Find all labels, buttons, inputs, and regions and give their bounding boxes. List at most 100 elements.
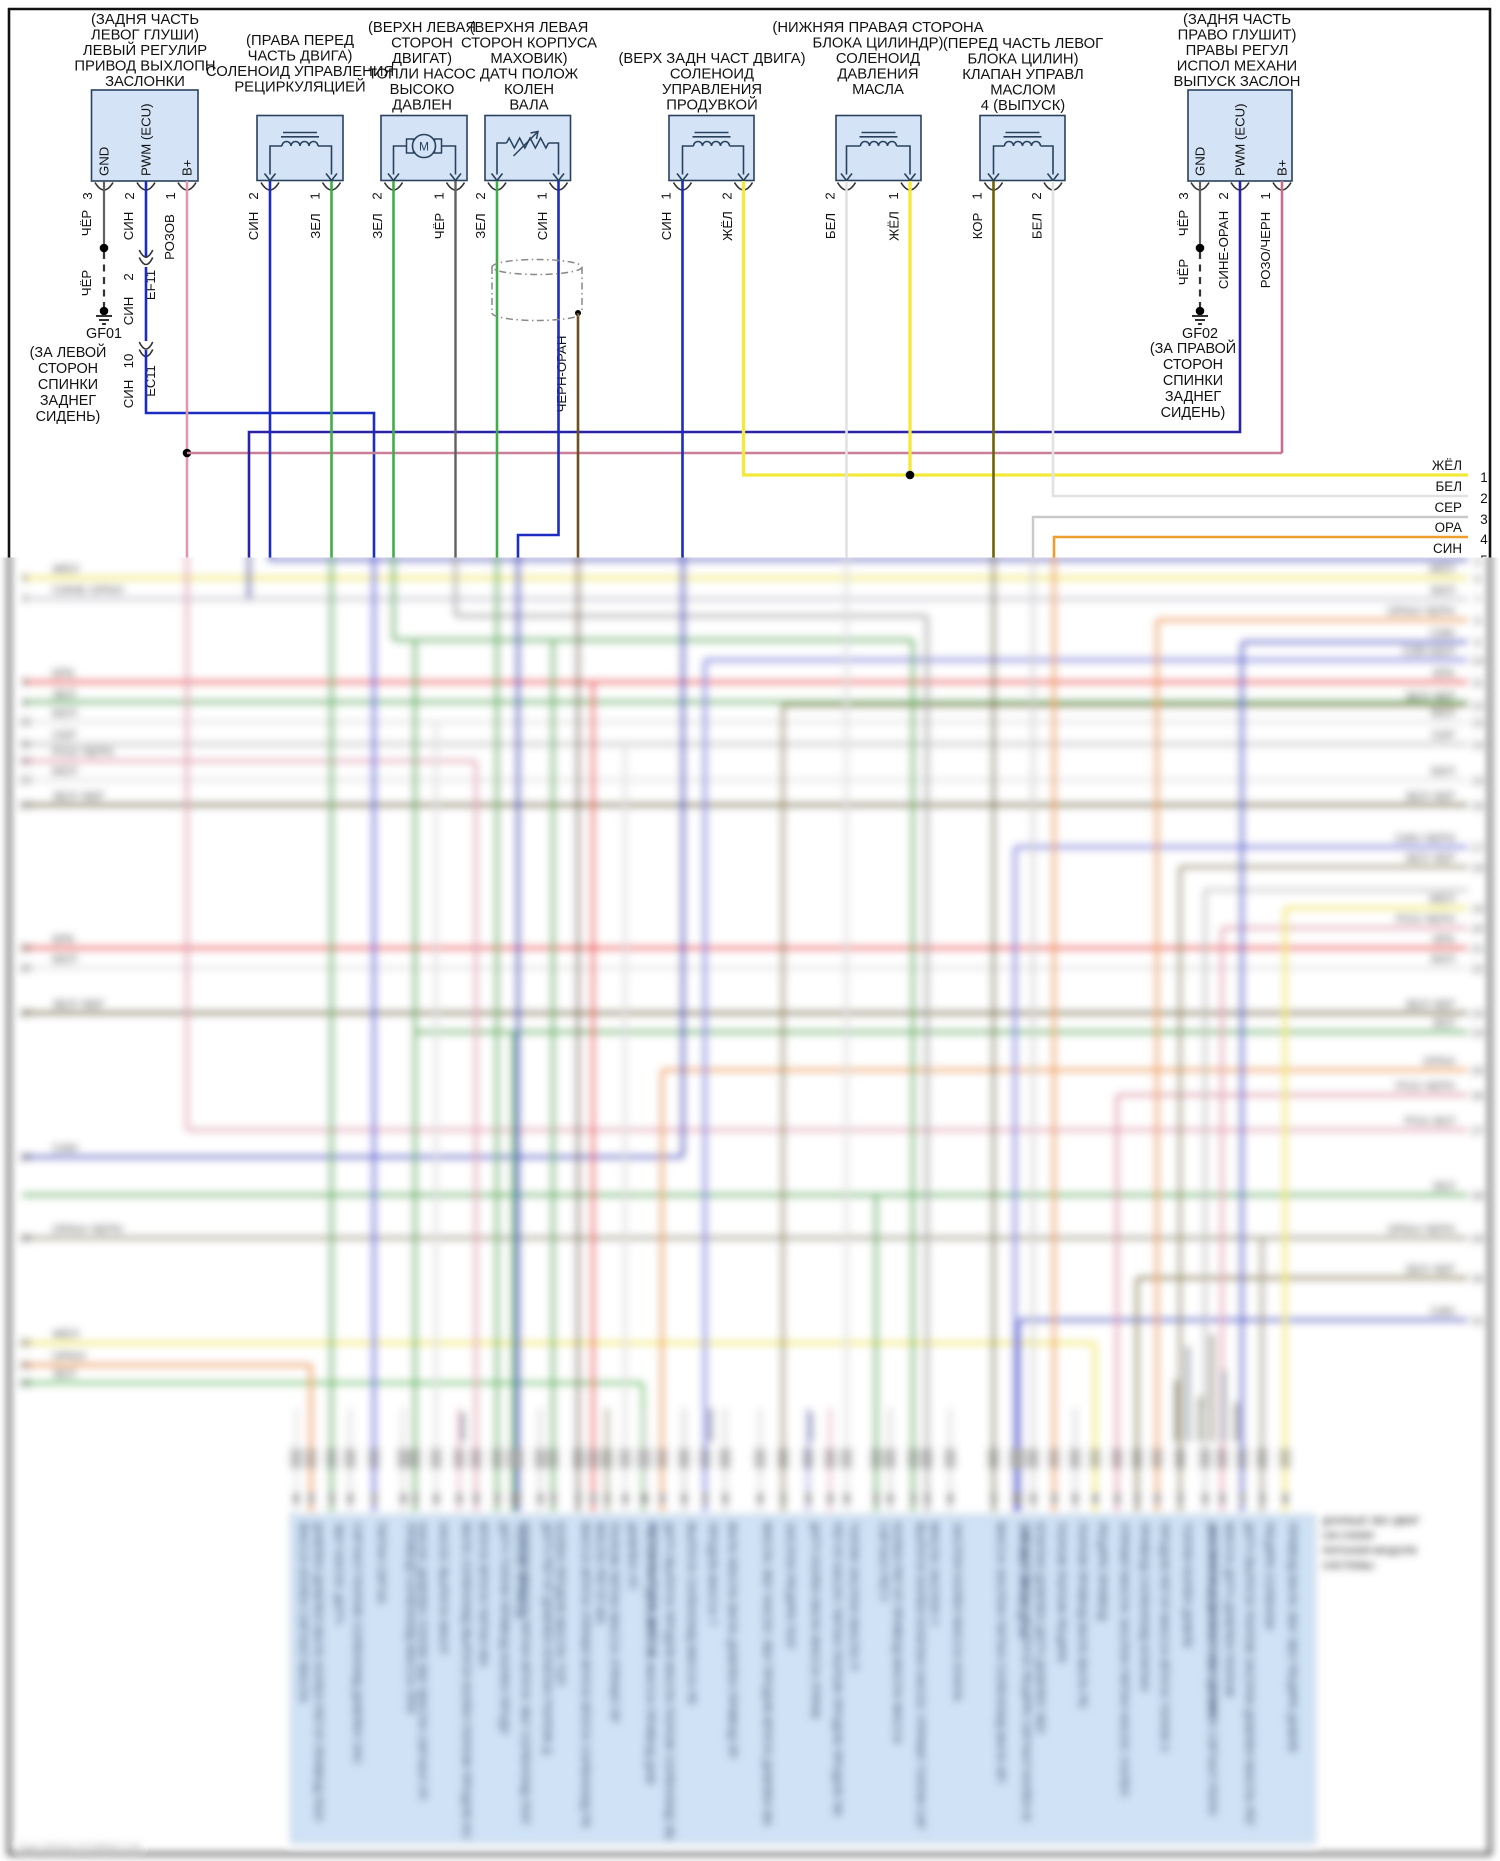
svg-text:МАСЛА ЭБУ НАСОС ЭБУ ПРОДУВ ВПУ: МАСЛА ЭБУ НАСОС ЭБУ ПРОДУВ ВПУСК ДАВЛЕН … bbox=[761, 1522, 773, 1827]
svg-text:ЭБУ ПРИВОД ДАВЛЕН ЭБУ ДАВЛЕН С: ЭБУ ПРИВОД ДАВЛЕН ЭБУ ДАВЛЕН СИГНАЛ ПОЛО bbox=[1206, 1522, 1218, 1816]
svg-text:ОРАН-ЧЕРН: ОРАН-ЧЕРН bbox=[1387, 606, 1455, 618]
svg-text:7: 7 bbox=[1475, 595, 1481, 607]
svg-text:МАСЛА ЗАСЛОН У: МАСЛА ЗАСЛОН У bbox=[928, 1522, 940, 1627]
svg-text:БЕЛ: БЕЛ bbox=[1431, 954, 1455, 966]
svg-text:16: 16 bbox=[19, 963, 32, 975]
svg-text:20: 20 bbox=[1472, 924, 1485, 936]
svg-text:СИДЕНЬ): СИДЕНЬ) bbox=[1161, 405, 1226, 421]
svg-text:1: 1 bbox=[1258, 192, 1273, 199]
svg-text:22: 22 bbox=[19, 1378, 32, 1390]
svg-text:МАССА КОЛЕН СИГНАЛ МАСЛА: МАССА КОЛЕН СИГНАЛ МАСЛА bbox=[297, 1522, 309, 1703]
svg-text:18: 18 bbox=[19, 1152, 32, 1164]
svg-text:ЗЕЛ-ЧЕР: ЗЕЛ-ЧЕР bbox=[1405, 1264, 1456, 1276]
svg-text:10: 10 bbox=[19, 717, 32, 729]
svg-text:ЗАСЛОН РЕЦИРК ПОЛ: ЗАСЛОН РЕЦИРК ПОЛ bbox=[784, 1522, 796, 1649]
svg-text:23: 23 bbox=[1472, 1009, 1485, 1021]
svg-text:РЕЦИРКУЛЯЦИЕЙ: РЕЦИРКУЛЯЦИЕЙ bbox=[234, 78, 365, 96]
svg-text:8: 8 bbox=[22, 677, 29, 689]
svg-text:ИСПОЛ МЕХАНИ: ИСПОЛ МЕХАНИ bbox=[1177, 59, 1297, 75]
svg-text:КЛАПАН ДАВЛЕН ДАТЧ ДАВЛЕН ЭБУ: КЛАПАН ДАВЛЕН ДАТЧ ДАВЛЕН ЭБУ bbox=[1034, 1522, 1046, 1735]
svg-text:ПРИВОД ВАЛА ЭБУ ЭБУ РЕЦИРК ДАВ: ПРИВОД ВАЛА ЭБУ ЭБУ РЕЦИРК ДАВЛЕ bbox=[1286, 1522, 1298, 1754]
svg-text:СИН-БЕЛ: СИН-БЕЛ bbox=[1402, 646, 1455, 658]
svg-text:(ЗА ЛЕВОЙ: (ЗА ЛЕВОЙ bbox=[30, 343, 107, 361]
svg-text:19: 19 bbox=[19, 1233, 32, 1245]
svg-text:11: 11 bbox=[19, 739, 32, 751]
svg-text:ДАВЛЕН ПОЛОЖ ВЫПУСК СИГНАЛ: ДАВЛЕН ПОЛОЖ ВЫПУСК СИГНАЛ bbox=[1206, 1522, 1218, 1723]
svg-text:ПРОДУВ РЕГУЛ МАССА ВПУСК ТОПЛИ: ПРОДУВ РЕГУЛ МАССА ВПУСК ТОПЛИ З bbox=[1158, 1522, 1170, 1752]
svg-text:10: 10 bbox=[1472, 656, 1485, 668]
svg-text:СИН: СИН bbox=[246, 212, 261, 241]
svg-text:26: 26 bbox=[1472, 1091, 1485, 1103]
svg-text:СИН: СИН bbox=[121, 380, 136, 409]
svg-text:19: 19 bbox=[1472, 904, 1485, 916]
svg-text:ЖЁЛ: ЖЁЛ bbox=[1432, 458, 1462, 473]
svg-text:МАСЛОМ: МАСЛОМ bbox=[990, 83, 1056, 99]
svg-text:ЗЕЛ-ЧЕР: ЗЕЛ-ЧЕР bbox=[1405, 791, 1456, 803]
svg-text:ЧЁР: ЧЁР bbox=[79, 270, 94, 297]
svg-text:10: 10 bbox=[121, 354, 136, 369]
svg-text:ЗЕЛ: ЗЕЛ bbox=[52, 687, 76, 701]
svg-text:(ПРАВА ПЕРЕД: (ПРАВА ПЕРЕД bbox=[246, 33, 354, 49]
svg-text:СИНЕ-ОРАН: СИНЕ-ОРАН bbox=[52, 583, 124, 597]
svg-text:СИСТЕМЫ: СИСТЕМЫ bbox=[1322, 1561, 1374, 1572]
svg-text:СИН: СИН bbox=[121, 212, 136, 241]
svg-text:GF01: GF01 bbox=[86, 326, 122, 342]
svg-text:3: 3 bbox=[1176, 192, 1191, 199]
svg-text:ЗЕЛ-ЧЕР: ЗЕЛ-ЧЕР bbox=[1405, 853, 1456, 865]
svg-text:СПИНКИ: СПИНКИ bbox=[1163, 373, 1223, 389]
svg-text:ВЫСОКО: ВЫСОКО bbox=[390, 82, 455, 98]
svg-text:2: 2 bbox=[246, 192, 261, 199]
svg-text:СТОРОН: СТОРОН bbox=[1163, 357, 1223, 373]
svg-text:(ЗАДНЯ ЧАСТЬ: (ЗАДНЯ ЧАСТЬ bbox=[91, 12, 199, 28]
svg-text:12: 12 bbox=[19, 756, 32, 768]
svg-text:КОЛЕН РЕГУЛ ПРИВОД МАСЛА МАССА: КОЛЕН РЕГУЛ ПРИВОД МАСЛА МАССА bbox=[891, 1522, 903, 1745]
svg-text:ЗЕЛ-ЧЕР: ЗЕЛ-ЧЕР bbox=[1405, 999, 1456, 1011]
svg-text:МАССА ВПУСК УПРАВЛ ВПУСК ВПУСК: МАССА ВПУСК УПРАВЛ ВПУСК ВПУСК СОЛЕНОИД … bbox=[579, 1522, 591, 1829]
svg-text:РЕЦИРК ПРИВОД: РЕЦИРК ПРИВОД bbox=[1096, 1522, 1108, 1621]
svg-text:БЛОКА ЦИЛИНДР): БЛОКА ЦИЛИНДР) bbox=[813, 36, 944, 52]
svg-text:ЗЕЛ: ЗЕЛ bbox=[1432, 1018, 1455, 1030]
svg-text:СЕР: СЕР bbox=[52, 728, 77, 742]
svg-text:БЕЛ: БЕЛ bbox=[1431, 766, 1455, 778]
svg-text:9: 9 bbox=[1475, 638, 1481, 650]
svg-text:B+: B+ bbox=[180, 159, 195, 176]
svg-text:СПИНКИ: СПИНКИ bbox=[38, 377, 98, 393]
svg-text:15: 15 bbox=[1472, 776, 1485, 788]
svg-text:ДАТЧ ПОЛОЖ: ДАТЧ ПОЛОЖ bbox=[480, 67, 579, 83]
svg-text:ЛЕВОГ ГЛУШИ): ЛЕВОГ ГЛУШИ) bbox=[91, 28, 199, 44]
svg-text:РОЗ-ЗЕЛ: РОЗ-ЗЕЛ bbox=[1405, 1116, 1455, 1128]
svg-text:СОЛЕНОИД УПРАВЛЕНИЯ: СОЛЕНОИД УПРАВЛЕНИЯ bbox=[206, 64, 394, 80]
svg-text:НАСОС ВЫПУСК МАСЛ: НАСОС ВЫПУСК МАСЛ bbox=[437, 1522, 449, 1654]
svg-text:ЖЁЛ: ЖЁЛ bbox=[1428, 893, 1455, 906]
svg-text:ЗЕЛ-ЧЕР: ЗЕЛ-ЧЕР bbox=[52, 997, 104, 1011]
svg-text:ВАЛА СОЛЕНОИД ВЫПУСК КОЛЕН ПОЛ: ВАЛА СОЛЕНОИД ВЫПУСК КОЛЕН ПОЛОЖ ПРОДУВ … bbox=[460, 1522, 472, 1838]
svg-text:ЗЕЛ: ЗЕЛ bbox=[1432, 1181, 1455, 1193]
svg-text:6: 6 bbox=[1475, 574, 1481, 586]
svg-text:СТОРОН: СТОРОН bbox=[391, 36, 453, 52]
svg-text:1: 1 bbox=[308, 192, 323, 199]
svg-text:ОРАН-ЧЕРН: ОРАН-ЧЕРН bbox=[52, 1222, 123, 1236]
svg-text:ПРОДУВКОЙ: ПРОДУВКОЙ bbox=[666, 96, 757, 114]
svg-text:КРА: КРА bbox=[1433, 934, 1455, 946]
svg-text:СИГНАЛ ПОЛОЖ СОЛЕНОИД ДАВЛЕН З: СИГНАЛ ПОЛОЖ СОЛЕНОИД ДАВЛЕН ЗАС bbox=[351, 1522, 363, 1765]
svg-text:ПОЛОЖ ПОЛОЖ РЕЦИРК: ПОЛОЖ ПОЛОЖ РЕЦИРК bbox=[1055, 1522, 1067, 1664]
svg-text:29: 29 bbox=[1472, 1234, 1485, 1246]
svg-text:2: 2 bbox=[473, 192, 488, 199]
svg-text:Type-23016a HYUNDAI 2.2d: Type-23016a HYUNDAI 2.2d bbox=[18, 1842, 140, 1853]
svg-text:ВАЛА: ВАЛА bbox=[509, 98, 548, 114]
svg-text:21: 21 bbox=[1472, 944, 1485, 956]
svg-text:КОЛЕН ПРОДУВ МАСЛА ТОП: КОЛЕН ПРОДУВ МАСЛА ТОП bbox=[554, 1522, 566, 1686]
svg-text:КРА: КРА bbox=[1433, 668, 1455, 680]
svg-text:24: 24 bbox=[1472, 1028, 1485, 1040]
svg-text:(ПЕРЕД ЧАСТЬ ЛЕВОГ: (ПЕРЕД ЧАСТЬ ЛЕВОГ bbox=[943, 36, 1103, 52]
svg-text:25: 25 bbox=[1472, 1066, 1485, 1078]
svg-text:БЕЛ: БЕЛ bbox=[52, 706, 77, 720]
svg-text:ОРАН-ЧЕРН: ОРАН-ЧЕРН bbox=[1387, 1224, 1455, 1236]
svg-text:КЛАПАН УПРАВЛ: КЛАПАН УПРАВЛ bbox=[962, 67, 1084, 83]
svg-text:ЧАСТЬ ДВИГА): ЧАСТЬ ДВИГА) bbox=[248, 49, 353, 65]
svg-text:17: 17 bbox=[19, 1008, 32, 1020]
svg-text:УПРАВЛЕНИЯ: УПРАВЛЕНИЯ bbox=[662, 82, 762, 98]
svg-text:9: 9 bbox=[22, 698, 28, 710]
svg-text:МАСЛА РЕГУЛ МА: МАСЛА РЕГУЛ МА bbox=[594, 1522, 606, 1625]
svg-text:M: M bbox=[419, 140, 429, 154]
